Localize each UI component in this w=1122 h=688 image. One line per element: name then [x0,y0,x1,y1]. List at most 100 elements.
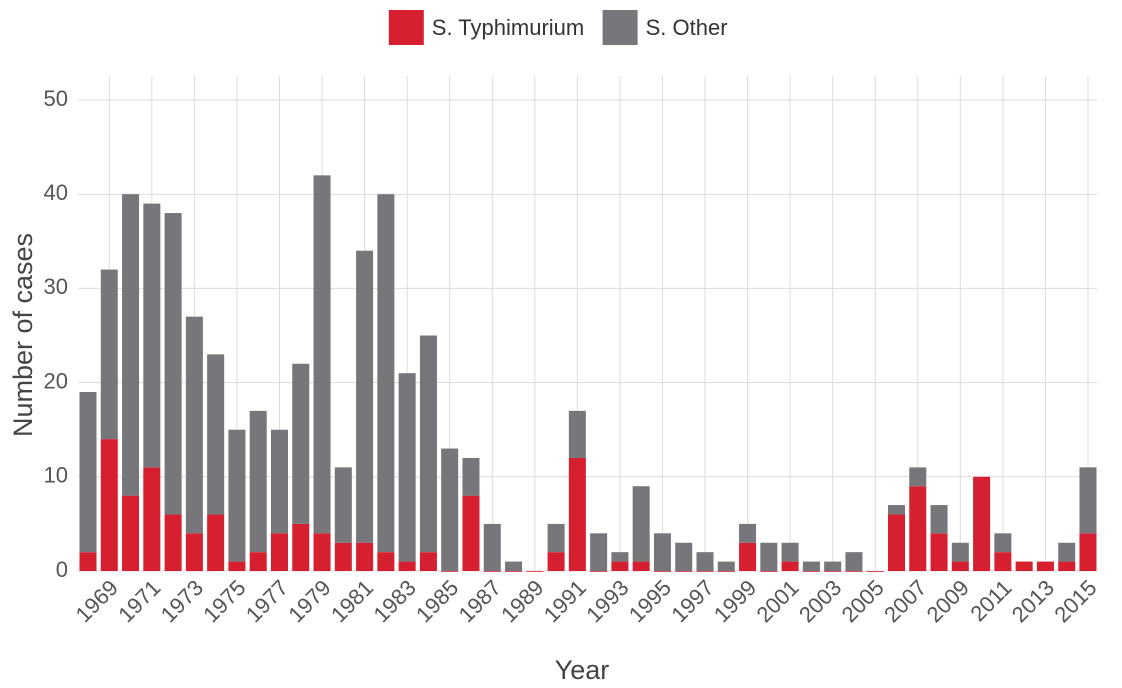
bar-segment [717,571,735,572]
bar-segment [802,571,820,572]
y-axis-title: Number of cases [8,233,38,437]
bar-segment [930,533,948,571]
bar-segment [207,514,225,571]
bar-segment [185,533,203,571]
bar-segment [824,561,842,571]
bar-segment [675,542,693,571]
bar-segment [270,429,288,534]
x-tick-label: 2009 [922,575,974,627]
bar-segment [824,571,842,572]
bar-segment [887,505,906,515]
bar-segment [717,561,735,571]
x-tick-label: 1977 [241,575,293,627]
bar-segment [313,175,331,534]
bar-segment [313,533,331,571]
bar-segment [653,571,671,572]
legend-swatch [602,10,638,45]
bar-segment [845,552,863,571]
bar-segment [632,486,650,562]
bar-segment [356,542,374,571]
x-tick-label: 1993 [581,575,633,627]
x-tick-label: 2015 [1049,575,1101,627]
bar-segment [143,203,161,468]
bar-segment [802,561,820,571]
bar-segment [547,523,565,553]
bar-segment [143,467,161,571]
x-tick-label: 1979 [283,575,335,627]
x-tick-label: 1969 [71,575,123,627]
bar-segment [951,542,969,562]
x-tick-label: 1983 [368,575,420,627]
y-tick-label: 20 [44,368,68,393]
bar-segment [675,571,693,572]
bar-segment [568,410,586,458]
x-tick-label: 1971 [113,575,165,627]
y-tick-label: 50 [44,86,68,111]
bar-segment [441,448,459,571]
x-tick-label: 1995 [624,575,676,627]
x-tick-label: 2001 [751,575,803,627]
bar-segment [164,213,182,515]
bar-segment [930,505,948,534]
bar-segment [228,561,246,571]
bar-segment [696,571,714,572]
bar-segment [377,194,395,553]
bar-segment [547,552,565,571]
bar-segment [1058,561,1076,571]
bar-segment [79,552,97,571]
bar-segment [1058,542,1076,562]
bar-segment [951,561,969,571]
bar-segment [419,335,437,553]
legend-swatch [388,10,424,45]
bar-segment [292,523,310,571]
bar-segment [887,514,906,571]
bar-segment [1079,467,1097,534]
x-tick-label: 1997 [666,575,718,627]
y-tick-label: 10 [44,463,68,488]
bar-segment [632,561,650,571]
bar-segment [1079,533,1097,571]
bar-segment [398,561,416,571]
bar-segment [462,457,480,496]
x-tick-label: 2003 [794,575,846,627]
bar-segment [249,552,267,571]
bar-segment [845,571,863,572]
y-tick-label: 40 [44,180,68,205]
x-tick-label: 1973 [156,575,208,627]
bar-segment [462,495,480,571]
bar-segment [1036,561,1054,571]
bar-segment [249,410,267,553]
y-tick-label: 30 [44,274,68,299]
x-tick-label: 1991 [539,575,591,627]
x-tick-label: 2005 [837,575,889,627]
bar-segment [590,571,608,572]
bar-segment [441,571,459,572]
legend-label: S. Other [646,15,728,40]
legend-label: S. Typhimurium [432,15,584,40]
bar-segment [653,533,671,571]
bar-segment [377,552,395,571]
bar-segment [505,571,523,572]
bar-segment [760,542,778,571]
bar-segment [781,542,799,562]
bar-segment [994,552,1012,571]
bar-segment [356,250,374,543]
bar-segment [185,316,203,534]
bar-segment [505,561,523,571]
bar-segment [526,571,544,572]
bar-segment [207,354,225,515]
bar-segment [568,457,586,571]
bar-segment [334,542,352,571]
bar-segment [419,552,437,571]
x-tick-label: 2013 [1007,575,1059,627]
y-tick-label: 0 [56,557,68,582]
bar-segment [398,373,416,562]
bar-segment [334,467,352,543]
bar-segment [483,571,501,572]
x-tick-label: 1975 [198,575,250,627]
bar-segment [122,194,140,496]
x-tick-label: 1999 [709,575,761,627]
bar-segment [79,392,97,553]
bar-segment [994,533,1012,553]
